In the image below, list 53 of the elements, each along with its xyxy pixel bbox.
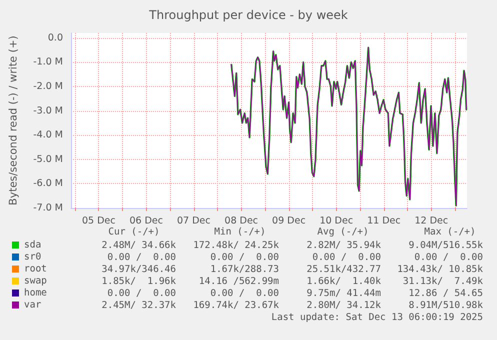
text: 0.00 / 0.00	[210, 252, 280, 263]
text: 0.00 / 0.00	[312, 252, 382, 263]
text: 25.51k/432.77	[306, 264, 381, 275]
text: 0.00 / 0.00	[107, 252, 176, 263]
text: 14.16 /562.99m	[198, 276, 280, 287]
y-tick-label: 0.0	[48, 32, 63, 44]
text: 0.00 / 0.00	[107, 288, 176, 299]
text: Last update: Sat Dec 13 06:00:19 2025	[271, 312, 483, 323]
legend-label: swap	[24, 276, 48, 286]
text: Cur (-/+)	[108, 226, 160, 238]
text: 2.82M/ 35.94k	[306, 240, 382, 251]
text: 12.86 / 54.65	[408, 288, 483, 299]
text: 2.45M/ 32.37k	[102, 300, 176, 311]
text: 9.75m/ 41.44m	[306, 288, 382, 299]
y-tick-label: -6.0 M	[33, 178, 63, 190]
text: 31.13k/ 7.49k	[402, 276, 484, 287]
legend-label: home	[24, 288, 48, 298]
text: Max (-/+)	[424, 226, 476, 238]
x-tick-label: 05 Dec	[82, 216, 116, 226]
legend-label: root	[24, 264, 47, 274]
legend-label: sr0	[24, 252, 42, 262]
y-tick-label: -1.0 M	[33, 56, 63, 68]
y-tick-label: -5.0 M	[33, 154, 63, 165]
text: 169.74k/ 23.67k	[193, 300, 280, 311]
y-axis-title: Bytes/second read (-) / write (+)	[8, 36, 20, 206]
text: 0.00 / 0.00	[210, 288, 280, 299]
x-tick-label: 12 Dec	[414, 216, 448, 226]
text: 9.04M/516.55k	[408, 240, 484, 251]
text: 2.80M/ 34.12k	[306, 300, 382, 311]
y-tick-label: -4.0 M	[33, 130, 63, 141]
text: 0.00 / 0.00	[414, 252, 484, 263]
text: 172.48k/ 24.25k	[193, 240, 280, 251]
text: 134.43k/ 10.85k	[397, 264, 484, 275]
text: Avg (-/+)	[317, 226, 369, 238]
y-tick-label: -2.0 M	[33, 80, 63, 92]
y-tick-label: -3.0 M	[33, 105, 63, 116]
text: 2.48M/ 34.66k	[102, 240, 176, 251]
chart-title: Throughput per device - by week	[148, 8, 348, 22]
y-tick-label: -7.0 M	[33, 202, 63, 214]
text: 34.97k/346.46	[102, 264, 176, 275]
text: 8.91M/510.98k	[408, 300, 484, 311]
legend-label: sda	[24, 240, 42, 250]
x-tick-label: 07 Dec	[177, 216, 211, 226]
x-tick-label: 08 Dec	[224, 216, 258, 226]
text: Min (-/+)	[214, 226, 266, 238]
text: 1.66k/ 1.40k	[306, 276, 382, 287]
legend-label: var	[24, 300, 42, 310]
x-tick-label: 10 Dec	[320, 216, 354, 226]
text: 1.67k/288.73	[210, 264, 279, 275]
text: 1.85k/ 1.96k	[102, 276, 176, 287]
x-tick-label: 09 Dec	[272, 216, 306, 226]
x-tick-label: 11 Dec	[367, 216, 401, 226]
x-tick-label: 06 Dec	[129, 216, 163, 226]
